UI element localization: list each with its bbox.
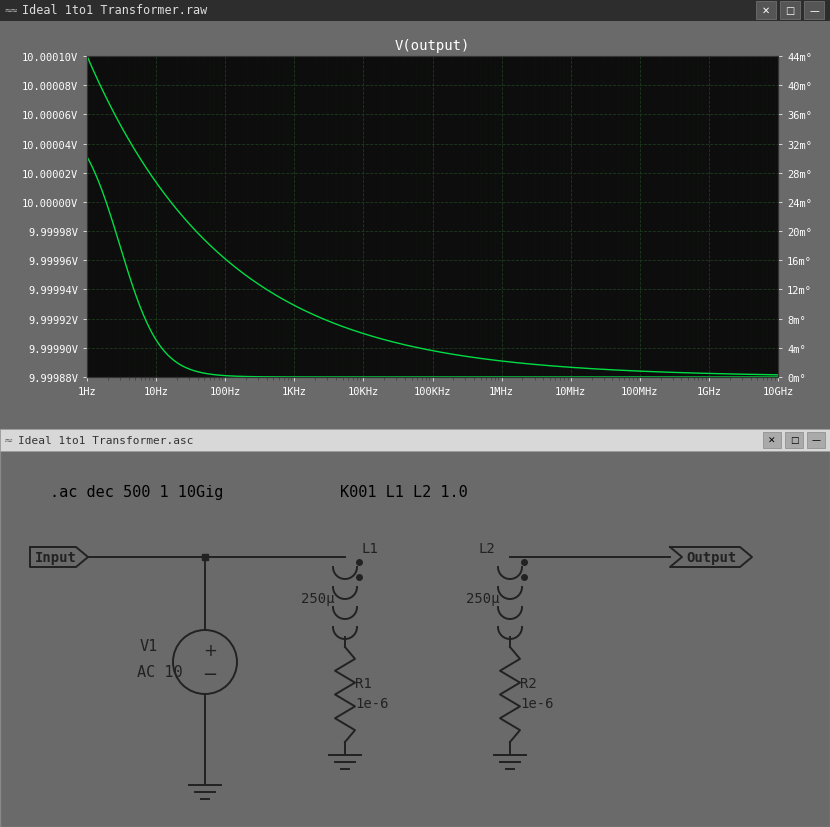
Text: +: + <box>203 641 217 659</box>
Bar <box>0 0 830 22</box>
Text: K001 L1 L2 1.0: K001 L1 L2 1.0 <box>340 485 468 500</box>
Text: ✕: ✕ <box>769 436 776 445</box>
Text: Ideal 1to1 Transformer.raw: Ideal 1to1 Transformer.raw <box>22 4 208 17</box>
Text: ✕: ✕ <box>762 6 770 16</box>
Text: L2: L2 <box>478 542 495 555</box>
Text: 250μ: 250μ <box>301 591 334 605</box>
Text: ≈: ≈ <box>4 436 13 446</box>
Text: Ideal 1to1 Transformer.asc: Ideal 1to1 Transformer.asc <box>18 436 193 446</box>
Bar <box>0 429 830 452</box>
Text: —: — <box>812 436 821 445</box>
Bar <box>785 433 803 448</box>
Text: □: □ <box>790 436 798 445</box>
Bar <box>804 2 824 20</box>
Text: V1: V1 <box>140 638 159 653</box>
Text: Output: Output <box>686 550 736 564</box>
Bar <box>756 2 776 20</box>
Bar <box>780 2 800 20</box>
Text: 250μ: 250μ <box>466 591 500 605</box>
Text: R1: R1 <box>355 676 372 691</box>
Text: .ac dec 500 1 10Gig: .ac dec 500 1 10Gig <box>50 485 223 500</box>
Title: V(output): V(output) <box>395 39 470 53</box>
Text: L1: L1 <box>361 542 378 555</box>
Text: □: □ <box>785 6 794 16</box>
Text: ≈≈: ≈≈ <box>4 6 17 16</box>
Text: 1e-6: 1e-6 <box>520 696 554 710</box>
Text: —: — <box>809 6 819 16</box>
Text: Input: Input <box>35 550 77 564</box>
Text: AC 10: AC 10 <box>137 664 183 679</box>
Text: R2: R2 <box>520 676 537 691</box>
Bar <box>807 433 825 448</box>
Text: −: − <box>203 665 217 683</box>
Text: 1e-6: 1e-6 <box>355 696 388 710</box>
Bar <box>763 433 781 448</box>
